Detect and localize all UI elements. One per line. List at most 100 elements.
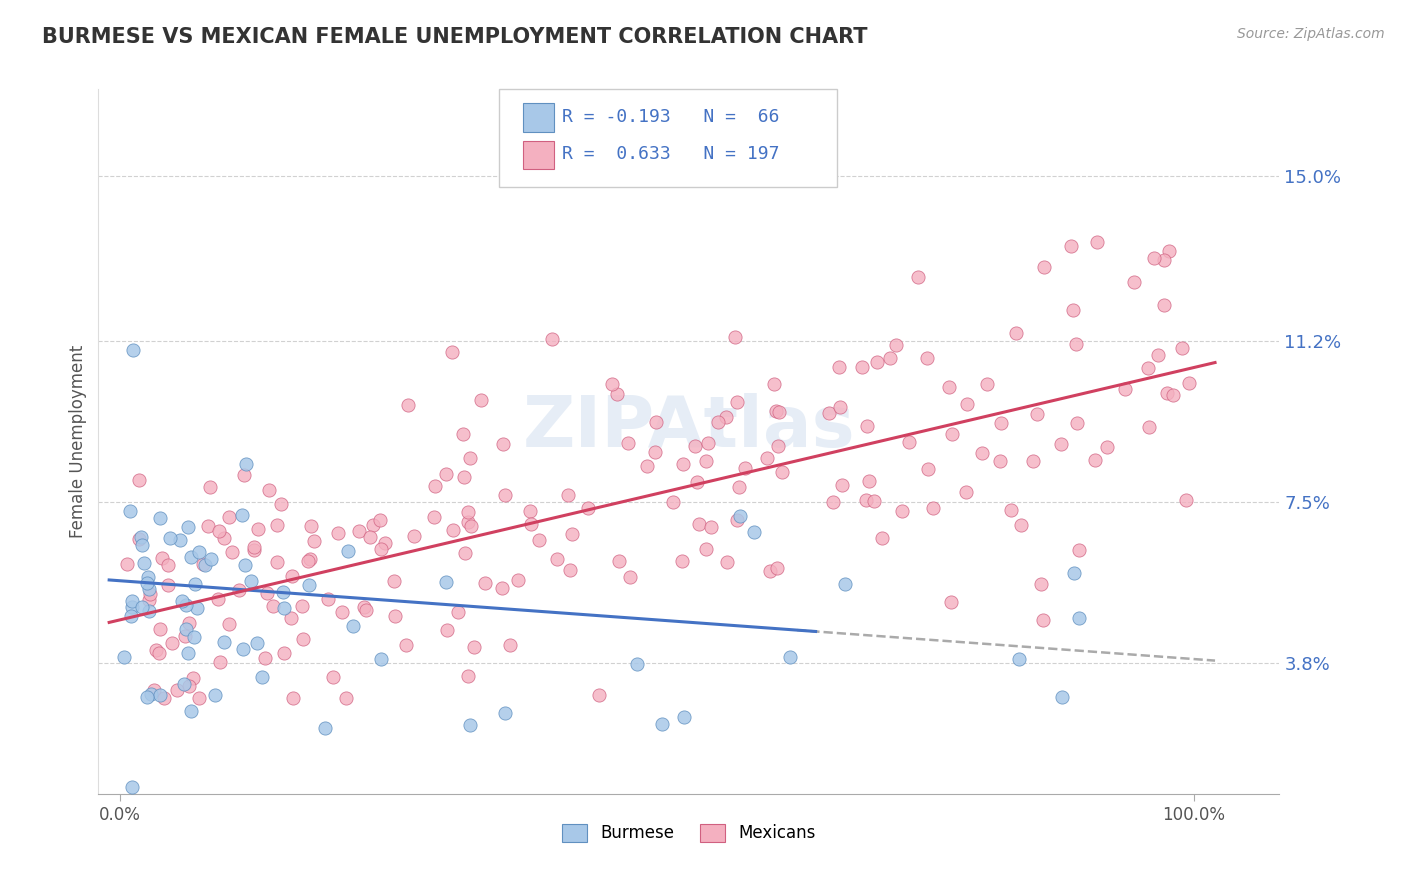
Point [197,519,219,533]
Point [436,624,458,638]
Point [457,669,479,683]
Point [233,467,256,482]
Point [322,670,344,684]
Point [235,457,257,471]
Point [755,451,778,466]
Point [725,513,748,527]
Point [1062,302,1084,317]
Point [697,436,720,450]
Point [1025,408,1047,422]
Point [404,529,426,543]
Point [159,531,181,545]
Point [353,600,375,615]
Point [145,642,167,657]
Point [454,546,477,560]
Point [354,603,377,617]
Point [870,532,893,546]
Text: BURMESE VS MEXICAN FEMALE UNEMPLOYMENT CORRELATION CHART: BURMESE VS MEXICAN FEMALE UNEMPLOYMENT C… [42,27,868,46]
Point [1050,437,1073,451]
Point [396,398,419,412]
Point [200,552,222,566]
Point [1004,326,1026,340]
Point [257,483,280,497]
Point [212,634,235,648]
Point [111,851,134,865]
Point [1114,383,1136,397]
Point [626,657,648,672]
Point [727,479,749,493]
Point [212,531,235,545]
Point [763,376,786,391]
Point [177,647,200,661]
Point [688,516,710,531]
Point [121,594,143,608]
Point [1085,235,1108,250]
Point [768,405,790,419]
Point [374,536,396,550]
Point [138,582,160,596]
Point [1175,492,1198,507]
Point [243,541,266,555]
Point [273,585,295,599]
Point [136,690,159,705]
Point [335,691,357,706]
Point [302,534,325,549]
Point [955,484,977,499]
Point [492,436,515,450]
Point [520,517,543,532]
Point [1069,542,1091,557]
Point [606,387,628,401]
Point [423,510,446,524]
Point [1146,348,1168,362]
Point [1063,566,1085,580]
Point [115,557,138,571]
Point [1021,454,1043,468]
Text: R = -0.193   N =  66: R = -0.193 N = 66 [562,108,780,126]
Point [879,351,901,366]
Point [907,269,929,284]
Point [494,706,516,720]
Point [699,520,721,534]
Point [359,530,381,544]
Point [695,542,717,557]
Point [174,629,197,643]
Point [671,553,693,567]
Point [765,404,787,418]
Point [395,638,418,652]
Point [347,524,370,538]
Point [451,426,474,441]
Point [460,519,482,533]
Point [672,457,695,471]
Point [173,676,195,690]
Point [600,376,623,391]
Point [177,519,200,533]
Point [382,574,405,588]
Point [728,508,751,523]
Point [458,717,481,731]
Point [463,640,485,655]
Point [160,636,183,650]
Point [686,475,709,490]
Point [149,511,172,525]
Point [470,392,492,407]
Point [1123,275,1146,289]
Point [759,564,782,578]
Point [198,480,221,494]
Point [330,605,353,619]
Point [361,518,384,533]
Point [157,577,180,591]
Point [298,578,321,592]
Point [143,683,166,698]
Point [299,552,322,566]
Point [246,636,269,650]
Y-axis label: Female Unemployment: Female Unemployment [69,345,87,538]
Point [218,510,240,524]
Point [1032,613,1054,627]
Point [1010,517,1032,532]
Point [779,650,801,665]
Point [235,558,257,572]
Point [112,650,135,665]
Point [138,604,160,618]
Point [607,554,630,568]
Point [685,439,707,453]
